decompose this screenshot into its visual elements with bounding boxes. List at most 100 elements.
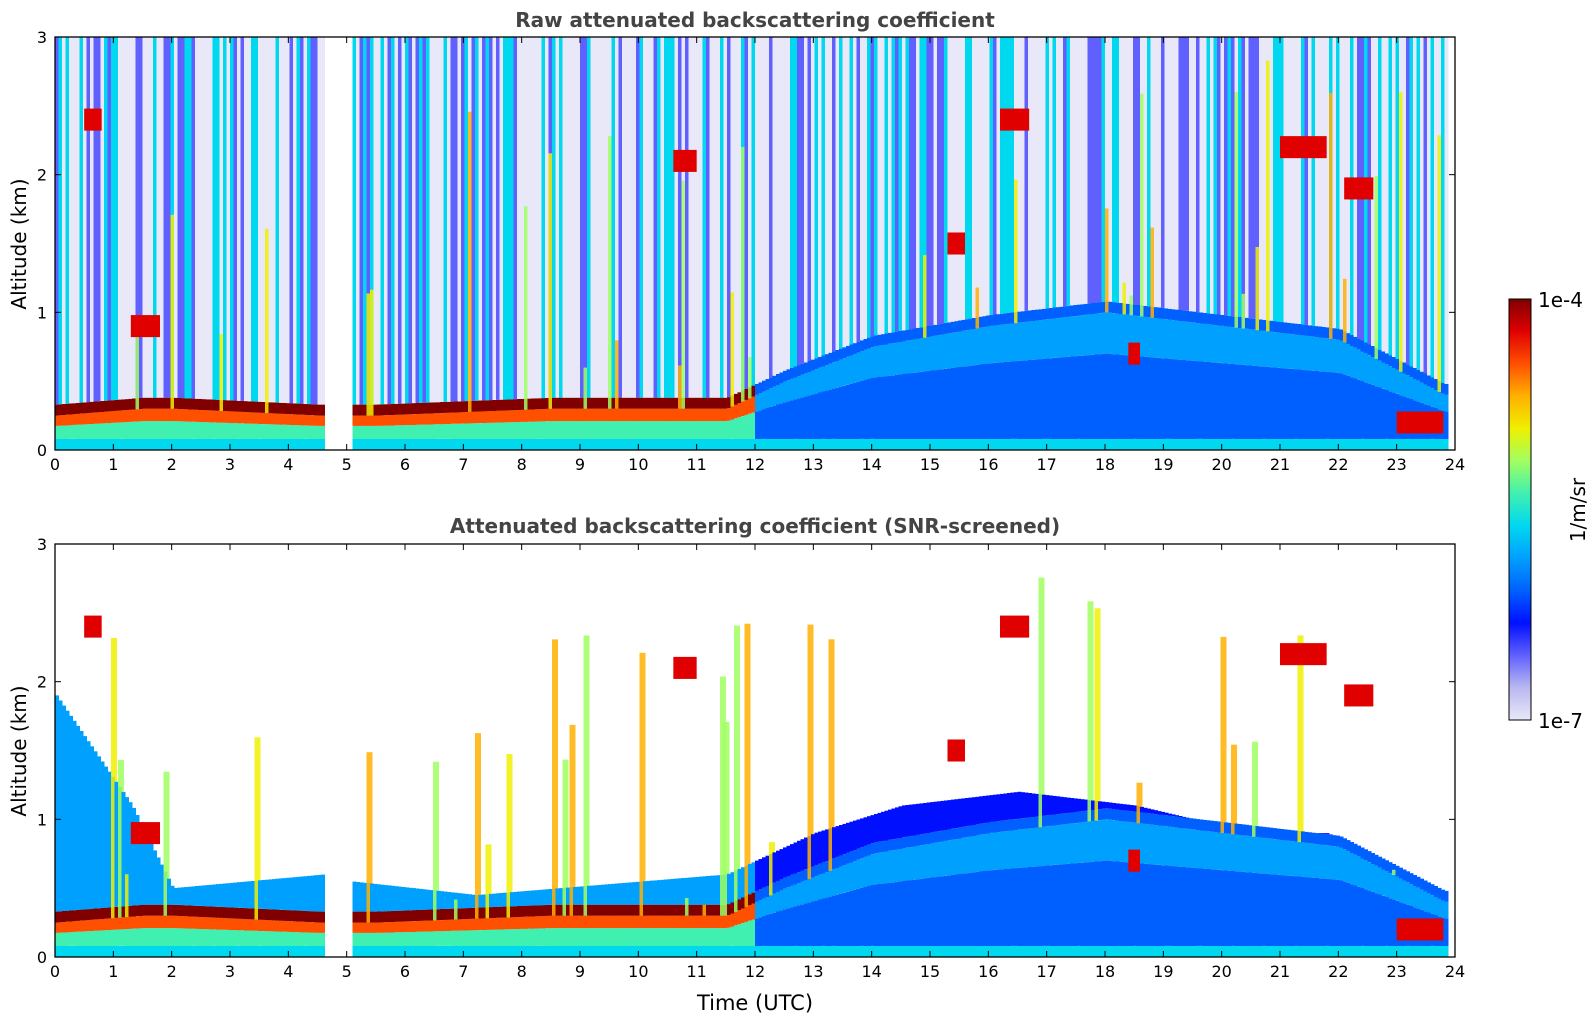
heatmap-cell xyxy=(1297,946,1302,957)
heatmap-cell xyxy=(377,946,381,957)
heatmap-cell xyxy=(139,905,143,916)
heatmap-cell xyxy=(1185,37,1190,311)
heatmap-cell xyxy=(860,439,864,450)
heatmap-cell xyxy=(562,946,567,957)
heatmap-cell xyxy=(436,890,441,910)
heatmap-cell xyxy=(181,398,185,410)
heatmap-cell xyxy=(1311,370,1316,439)
heatmap-cell xyxy=(1395,439,1400,450)
heatmap-cell xyxy=(937,876,941,946)
heatmap-cell xyxy=(1126,810,1130,822)
heatmap-cell xyxy=(1182,816,1186,818)
heatmap-cell xyxy=(1381,869,1386,896)
heatmap-cell xyxy=(429,920,434,932)
heatmap-cell xyxy=(1350,377,1354,439)
heatmap-cell xyxy=(426,402,430,414)
heatmap-cell xyxy=(702,439,707,450)
heatmap-cell xyxy=(489,893,493,908)
heatmap-cell xyxy=(699,408,703,422)
heatmap-cell xyxy=(100,761,105,908)
heatmap-cell xyxy=(107,411,112,424)
heatmap-cell xyxy=(580,915,584,929)
heatmap-cell xyxy=(149,421,154,439)
heatmap-cell xyxy=(604,904,609,916)
heatmap-cell xyxy=(944,37,948,323)
heatmap-cell xyxy=(1077,304,1081,316)
heatmap-cell xyxy=(205,929,210,946)
heatmap-cell xyxy=(797,439,801,450)
heatmap-cell xyxy=(1042,37,1046,309)
heatmap-cell xyxy=(258,412,262,424)
heatmap-cell xyxy=(800,363,805,375)
heatmap-cell xyxy=(475,411,479,424)
heatmap-streak xyxy=(366,293,373,416)
heatmap-cell xyxy=(597,928,602,946)
heatmap-cell xyxy=(639,421,644,439)
heatmap-cell xyxy=(933,439,938,450)
heatmap-cell xyxy=(268,946,273,957)
heatmap-cell xyxy=(835,868,840,895)
heatmap-cell xyxy=(632,397,637,409)
heatmap-cell xyxy=(1441,393,1445,411)
heatmap-cell xyxy=(975,439,980,450)
heatmap-cell xyxy=(786,439,791,450)
heatmap-cell xyxy=(62,932,66,946)
heatmap-cell xyxy=(531,409,535,422)
heatmap-cell xyxy=(1416,876,1421,888)
heatmap-cell xyxy=(1017,818,1022,830)
heatmap-streak xyxy=(1399,91,1405,372)
heatmap-cell xyxy=(58,439,63,450)
heatmap-cell xyxy=(1108,439,1113,450)
heatmap-cell xyxy=(237,918,241,931)
heatmap-cell xyxy=(1364,889,1368,946)
heatmap-cell xyxy=(797,872,801,884)
heatmap-cell xyxy=(503,399,507,411)
heatmap-cell xyxy=(1318,337,1323,372)
heatmap-cell xyxy=(471,946,476,957)
heatmap-cell xyxy=(1115,37,1120,303)
heatmap-cell xyxy=(405,921,409,933)
heatmap-cell xyxy=(1269,827,1274,839)
heatmap-cell xyxy=(149,904,154,916)
heatmap-cell xyxy=(559,421,563,439)
heatmap-cell xyxy=(734,418,738,439)
heatmap-cell xyxy=(1119,946,1123,957)
heatmap-cell xyxy=(1423,891,1428,912)
heatmap-cell xyxy=(1357,379,1361,439)
heatmap-cell xyxy=(692,408,696,422)
heatmap-cell xyxy=(657,37,661,398)
heatmap-cell xyxy=(475,423,479,439)
heatmap-cell xyxy=(104,411,108,424)
heatmap-cell xyxy=(268,931,273,946)
heatmap-cell xyxy=(282,909,287,921)
heatmap-cell xyxy=(1203,323,1207,362)
heatmap-cell xyxy=(55,922,59,933)
heatmap-cell xyxy=(741,946,745,957)
heatmap-cell xyxy=(408,946,413,957)
heatmap-cell xyxy=(1024,867,1029,946)
heatmap-cell xyxy=(1329,338,1333,373)
heatmap-cell xyxy=(1084,439,1088,450)
heatmap-cell xyxy=(188,37,192,399)
heatmap-cell xyxy=(1045,439,1050,450)
heatmap-cell xyxy=(902,330,906,342)
heatmap-cell xyxy=(1318,946,1323,957)
heatmap-cell xyxy=(734,37,738,394)
heatmap-cell xyxy=(1192,829,1197,868)
heatmap-cell xyxy=(478,439,483,450)
heatmap-cell xyxy=(1262,439,1267,450)
heatmap-streak xyxy=(975,287,982,329)
heatmap-cell xyxy=(450,946,455,957)
heatmap-cell xyxy=(1276,367,1281,439)
heatmap-cell xyxy=(531,439,535,450)
heatmap-cell xyxy=(212,37,217,400)
heatmap-streak xyxy=(828,639,835,871)
heatmap-cell xyxy=(1294,876,1298,946)
heatmap-cell xyxy=(608,915,612,929)
heatmap-cell xyxy=(1385,860,1389,872)
heatmap-cell xyxy=(867,379,871,439)
heatmap-cell xyxy=(1395,369,1400,394)
heatmap-cell xyxy=(286,931,290,946)
heatmap-cell xyxy=(237,882,241,908)
heatmap-cell xyxy=(1108,946,1113,957)
